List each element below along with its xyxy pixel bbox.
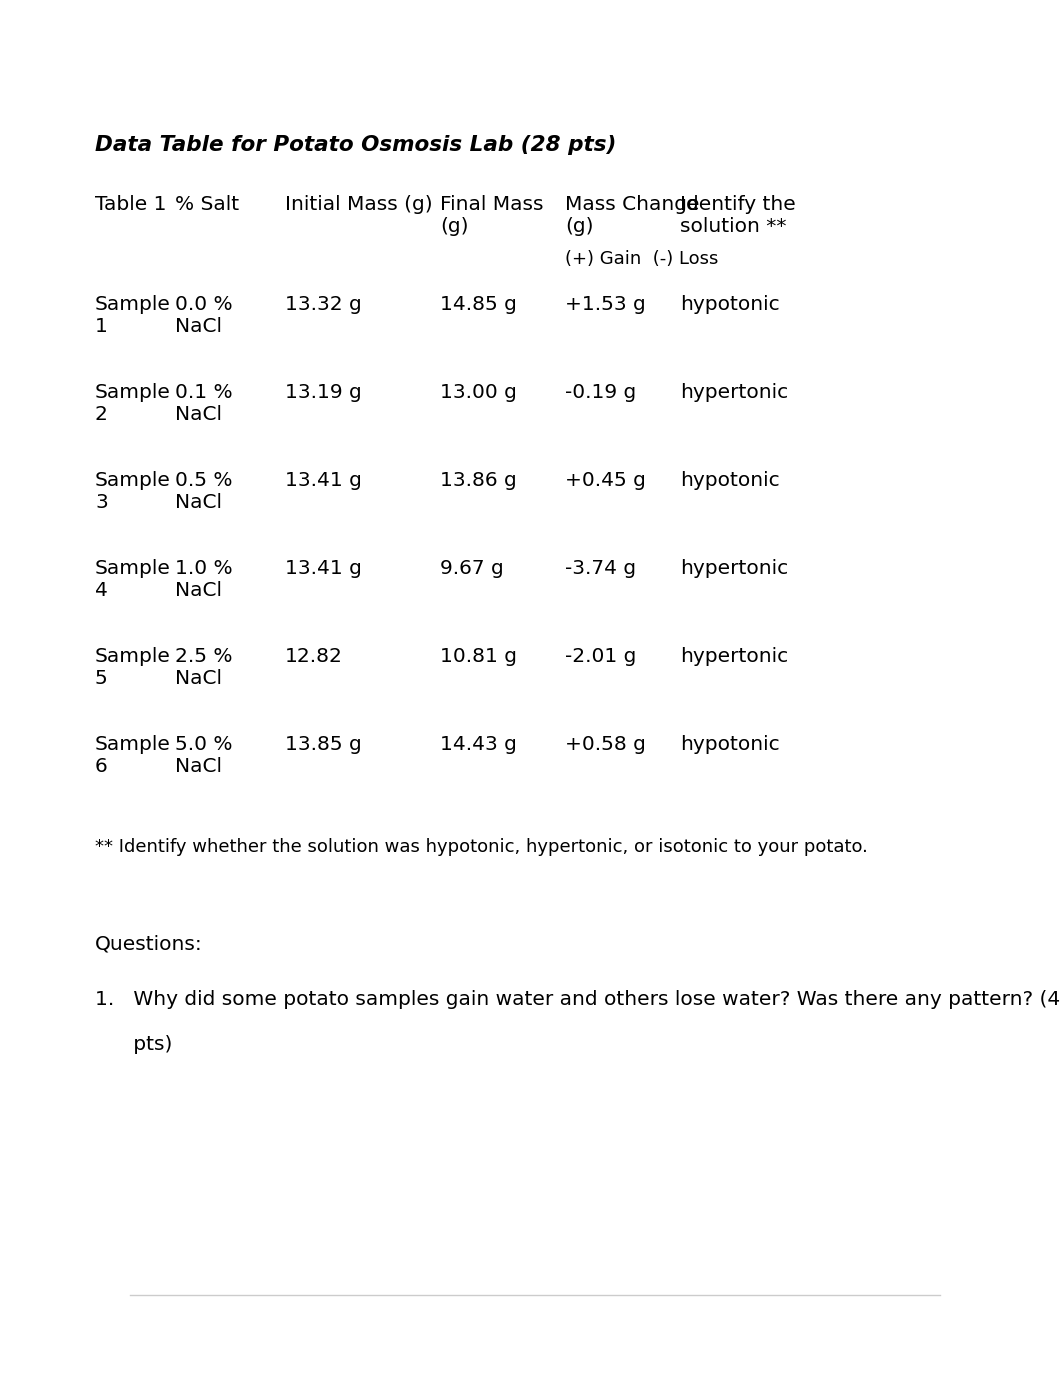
Text: 1.   Why did some potato samples gain water and others lose water? Was there any: 1. Why did some potato samples gain wate… [95,990,1060,1009]
Text: 13.32 g: 13.32 g [285,295,362,314]
Text: 9.67 g: 9.67 g [440,559,503,578]
Text: 13.00 g: 13.00 g [440,383,517,402]
Text: Sample
2: Sample 2 [95,383,171,424]
Text: Identify the
solution **: Identify the solution ** [680,196,795,235]
Text: 0.1 %
NaCl: 0.1 % NaCl [175,383,233,424]
Text: Sample
6: Sample 6 [95,735,171,777]
Text: % Salt: % Salt [175,196,239,213]
Text: +0.45 g: +0.45 g [565,471,646,490]
Text: +1.53 g: +1.53 g [565,295,646,314]
Text: 13.86 g: 13.86 g [440,471,517,490]
Text: Final Mass
(g): Final Mass (g) [440,196,544,235]
Text: -0.19 g: -0.19 g [565,383,636,402]
Text: 12.82: 12.82 [285,647,343,666]
Text: Questions:: Questions: [95,935,203,954]
Text: Sample
3: Sample 3 [95,471,171,512]
Text: hypotonic: hypotonic [680,471,780,490]
Text: hypertonic: hypertonic [680,559,788,578]
Text: 0.0 %
NaCl: 0.0 % NaCl [175,295,233,336]
Text: hypertonic: hypertonic [680,383,788,402]
Text: Mass Change
(g): Mass Change (g) [565,196,700,235]
Text: 14.85 g: 14.85 g [440,295,517,314]
Text: Data Table for Potato Osmosis Lab (28 pts): Data Table for Potato Osmosis Lab (28 pt… [95,135,616,156]
Text: 0.5 %
NaCl: 0.5 % NaCl [175,471,233,512]
Text: (+) Gain  (-) Loss: (+) Gain (-) Loss [565,251,718,269]
Text: Initial Mass (g): Initial Mass (g) [285,196,432,213]
Text: 13.85 g: 13.85 g [285,735,362,755]
Text: 13.19 g: 13.19 g [285,383,362,402]
Text: 1.0 %
NaCl: 1.0 % NaCl [175,559,233,600]
Text: hypertonic: hypertonic [680,647,788,666]
Text: 13.41 g: 13.41 g [285,471,362,490]
Text: Table 1: Table 1 [95,196,167,213]
Text: -2.01 g: -2.01 g [565,647,636,666]
Text: pts): pts) [95,1036,172,1053]
Text: 14.43 g: 14.43 g [440,735,517,755]
Text: ** Identify whether the solution was hypotonic, hypertonic, or isotonic to your : ** Identify whether the solution was hyp… [95,839,868,856]
Text: 10.81 g: 10.81 g [440,647,517,666]
Text: hypotonic: hypotonic [680,295,780,314]
Text: -3.74 g: -3.74 g [565,559,636,578]
Text: Sample
5: Sample 5 [95,647,171,688]
Text: +0.58 g: +0.58 g [565,735,646,755]
Text: Sample
4: Sample 4 [95,559,171,600]
Text: 5.0 %
NaCl: 5.0 % NaCl [175,735,233,777]
Text: 13.41 g: 13.41 g [285,559,362,578]
Text: 2.5 %
NaCl: 2.5 % NaCl [175,647,233,688]
Text: Sample
1: Sample 1 [95,295,171,336]
Text: hypotonic: hypotonic [680,735,780,755]
